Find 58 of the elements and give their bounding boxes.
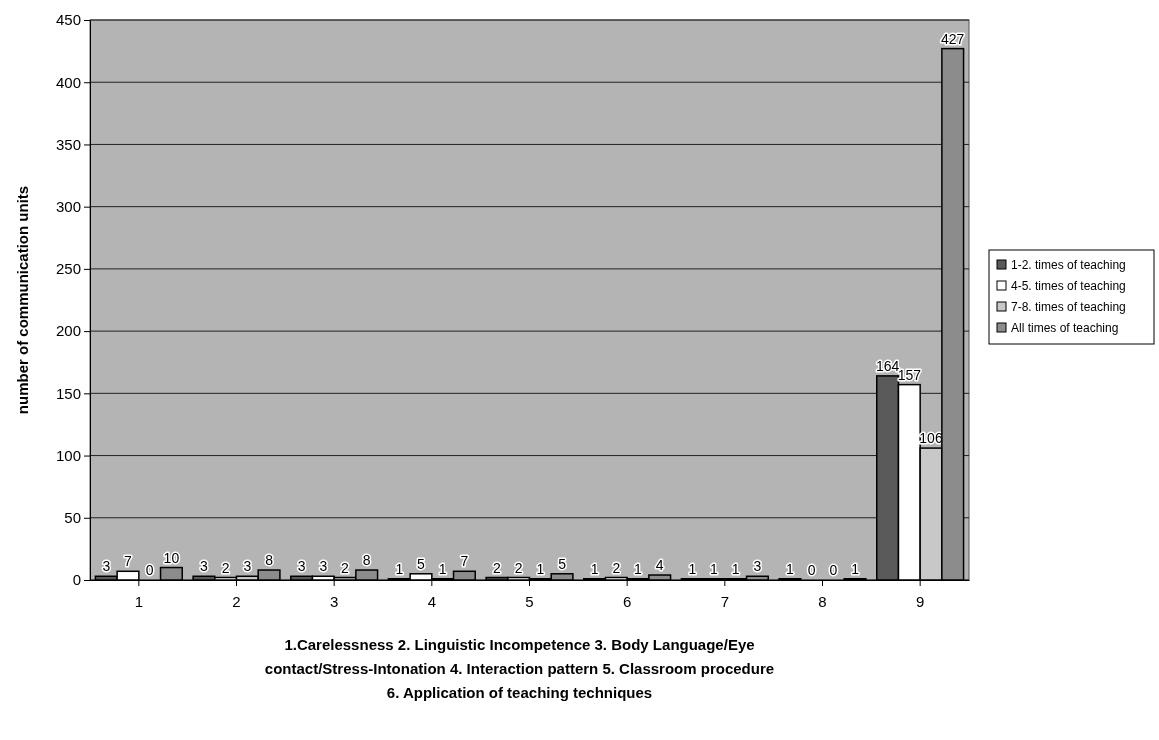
- x-tick-label: 7: [720, 592, 730, 610]
- y-tick-label: 0: [72, 571, 81, 589]
- data-label: 1: [634, 560, 643, 577]
- x-tick-label: 9: [915, 592, 925, 610]
- data-label: 1: [395, 560, 404, 577]
- y-axis-title: number of communication units: [14, 185, 31, 415]
- data-label: 7: [460, 553, 469, 570]
- x-tick-label: 1: [134, 592, 144, 610]
- data-label: 0: [145, 562, 154, 578]
- data-label: 3: [200, 558, 209, 575]
- data-label: 0: [807, 562, 816, 578]
- data-label: 1: [688, 560, 697, 577]
- data-label: 10: [163, 549, 180, 566]
- data-label: 8: [362, 552, 371, 569]
- data-label: 1: [710, 560, 719, 577]
- data-label: 2: [514, 559, 523, 576]
- data-label: 2: [612, 559, 621, 576]
- y-tick-label: 350: [55, 135, 81, 153]
- data-label: 4: [655, 557, 664, 574]
- y-tick-label: 200: [55, 322, 81, 340]
- data-label: 1: [731, 560, 740, 577]
- y-tick-label: 150: [55, 384, 81, 402]
- data-label: 1: [851, 560, 860, 577]
- y-tick-label: 300: [55, 197, 81, 215]
- y-tick-label: 450: [55, 11, 81, 29]
- data-label: 3: [243, 558, 252, 575]
- legend-label: 7-8. times of teaching: [1011, 300, 1126, 314]
- data-label: 1: [438, 560, 447, 577]
- y-tick-label: 250: [55, 260, 81, 278]
- data-label: 3: [102, 558, 111, 575]
- x-tick-label: 2: [232, 592, 241, 610]
- data-label: 1: [786, 560, 795, 577]
- data-label: 3: [297, 558, 306, 575]
- x-tick-label: 3: [329, 592, 339, 610]
- data-label: 2: [221, 559, 230, 576]
- data-label: 3: [319, 558, 328, 575]
- data-label: 2: [493, 559, 502, 576]
- y-tick-label: 50: [64, 509, 81, 527]
- y-tick-label: 400: [55, 73, 81, 91]
- y-tick-label: 100: [55, 446, 81, 464]
- data-label: 427: [941, 30, 965, 47]
- legend-label: 1-2. times of teaching: [1011, 258, 1126, 272]
- x-axis-title: 1.Carelessness 2. Linguistic Incompetence 3. Body Language/Eye contact/Stress-Intonation 4. Interaction pattern 5. Classroom procedure 6. Application of teaching techniques: [264, 636, 775, 701]
- data-label: 1: [590, 560, 599, 577]
- data-label: 3: [753, 558, 762, 575]
- data-label: 5: [417, 555, 426, 572]
- x-tick-label: 6: [622, 592, 632, 610]
- data-label: 7: [124, 553, 133, 570]
- x-tick-label: 8: [818, 592, 827, 610]
- data-label: 1: [536, 560, 545, 577]
- data-label: 5: [558, 555, 567, 572]
- data-label: 2: [341, 559, 350, 576]
- legend-label: All times of teaching: [1011, 321, 1119, 335]
- legend-label: 4-5. times of teaching: [1011, 279, 1126, 293]
- x-tick-label: 4: [427, 592, 437, 610]
- data-label: 8: [265, 552, 274, 569]
- data-label: 0: [829, 562, 838, 578]
- x-tick-label: 5: [525, 592, 534, 610]
